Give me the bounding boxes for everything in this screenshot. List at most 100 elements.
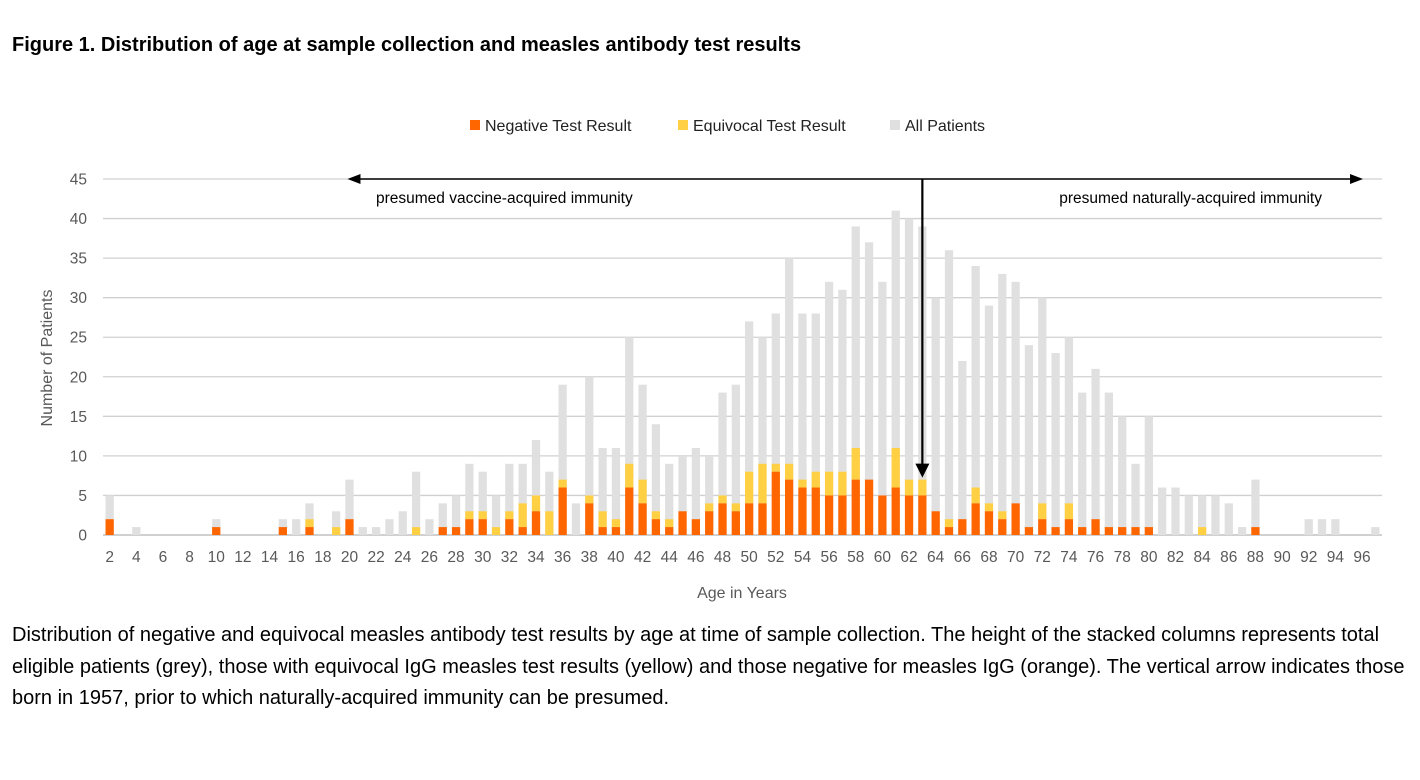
y-tick-label: 10 <box>70 448 88 465</box>
bar-equivocal <box>332 527 341 535</box>
bar-all-patients <box>998 273 1007 535</box>
bar-all-patients <box>904 218 914 536</box>
legend-swatch-all <box>890 120 900 130</box>
bar-negative <box>1104 527 1114 535</box>
bar-negative <box>878 495 887 535</box>
bar-all-patients <box>1224 503 1233 535</box>
bar-negative <box>505 519 514 535</box>
bar-negative <box>1118 527 1127 535</box>
bar-all-patients <box>558 384 567 535</box>
bar-all-patients <box>465 463 474 535</box>
bar-equivocal <box>1064 503 1074 520</box>
x-tick-label: 70 <box>1007 549 1025 566</box>
bar-negative <box>558 487 567 535</box>
bar-all-patients <box>451 495 461 535</box>
annotations <box>347 174 1364 478</box>
bar-all-patients <box>505 463 514 535</box>
y-tick-label: 20 <box>70 369 88 386</box>
bar-equivocal <box>491 527 501 535</box>
x-tick-label: 18 <box>314 549 331 566</box>
bar-negative <box>1078 527 1087 535</box>
y-tick-label: 25 <box>70 330 87 347</box>
x-tick-label: 58 <box>847 549 864 566</box>
bar-equivocal <box>598 511 607 528</box>
natural-immunity-label: presumed naturally-acquired immunity <box>1059 190 1322 207</box>
x-tick-label: 52 <box>767 549 784 566</box>
bar-all-patients <box>571 503 581 535</box>
bar-all-patients <box>1064 337 1074 535</box>
x-tick-label: 64 <box>927 549 945 566</box>
left-arrowhead-icon <box>347 174 361 184</box>
bar-all-patients <box>864 242 874 536</box>
bar-all-patients <box>611 447 621 535</box>
bar-negative <box>1144 527 1153 535</box>
legend-label-negative: Negative Test Result <box>485 118 632 135</box>
bar-equivocal <box>705 503 714 512</box>
x-tick-label: 36 <box>554 549 571 566</box>
x-tick-label: 78 <box>1114 549 1131 566</box>
bar-negative <box>771 471 780 535</box>
bar-all-patients <box>971 266 980 535</box>
bar-all-patients <box>358 527 367 535</box>
bar-all-patients <box>958 360 967 535</box>
bar-negative <box>705 511 714 535</box>
bar-negative <box>971 503 980 535</box>
bar-negative <box>1051 527 1060 535</box>
bar-negative <box>518 527 527 535</box>
x-tick-label: 62 <box>900 549 917 566</box>
x-tick-label: 32 <box>501 549 518 566</box>
bar-all-patients <box>105 495 114 535</box>
x-axis-label: Age in Years <box>697 585 787 602</box>
bar-equivocal <box>851 447 860 480</box>
bar-equivocal <box>305 519 314 528</box>
x-tick-label: 82 <box>1167 549 1184 566</box>
bar-equivocal <box>478 511 487 520</box>
legend-swatch-negative <box>470 120 480 130</box>
bar-all-patients <box>838 289 847 535</box>
x-tick-label: 30 <box>474 549 492 566</box>
x-tick-label: 24 <box>394 549 412 566</box>
bar-negative <box>1251 527 1260 535</box>
bar-negative <box>1024 527 1034 535</box>
bar-all-patients <box>1304 519 1313 535</box>
bar-all-patients <box>691 447 700 535</box>
bar-equivocal <box>411 527 421 535</box>
bar-negative <box>531 511 541 535</box>
bar-all-patients <box>371 527 381 535</box>
x-tick-label: 76 <box>1087 549 1104 566</box>
bar-all-patients <box>1331 519 1340 535</box>
bar-all-patients <box>625 337 634 535</box>
bar-all-patients <box>1184 495 1193 535</box>
bar-equivocal <box>771 463 780 472</box>
bar-negative <box>785 479 794 535</box>
x-tick-label: 34 <box>527 549 545 566</box>
bar-negative <box>345 519 354 535</box>
bar-negative <box>918 495 927 535</box>
legend: Negative Test Result Equivocal Test Resul… <box>470 118 985 135</box>
x-tick-label: 72 <box>1034 549 1051 566</box>
x-tick-label: 2 <box>105 549 114 566</box>
bars <box>105 210 1380 536</box>
x-axis-ticks: 2 4 6 8 10 12 14 16 18 20 22 24 26 28 30 32 34 36 38 40 42 44… <box>105 549 1370 566</box>
y-axis-label: Number of Patients <box>39 290 56 427</box>
bar-all-patients <box>771 313 780 535</box>
x-tick-label: 28 <box>447 549 464 566</box>
bar-negative <box>1064 519 1074 535</box>
bar-equivocal <box>998 511 1007 520</box>
bar-equivocal <box>505 511 514 520</box>
x-tick-label: 10 <box>208 549 226 566</box>
bar-all-patients <box>811 313 820 535</box>
bar-negative <box>718 503 727 535</box>
bar-negative <box>1091 519 1100 535</box>
bar-negative <box>998 519 1007 535</box>
legend-label-equivocal: Equivocal Test Result <box>693 118 846 135</box>
y-tick-label: 45 <box>70 172 87 189</box>
y-tick-label: 15 <box>70 409 87 426</box>
bar-all-patients <box>1131 463 1140 535</box>
x-tick-label: 90 <box>1273 549 1291 566</box>
bar-all-patients <box>332 511 341 535</box>
x-tick-label: 56 <box>820 549 837 566</box>
bar-equivocal <box>625 463 634 488</box>
x-tick-label: 42 <box>634 549 651 566</box>
bar-negative <box>1038 519 1047 535</box>
